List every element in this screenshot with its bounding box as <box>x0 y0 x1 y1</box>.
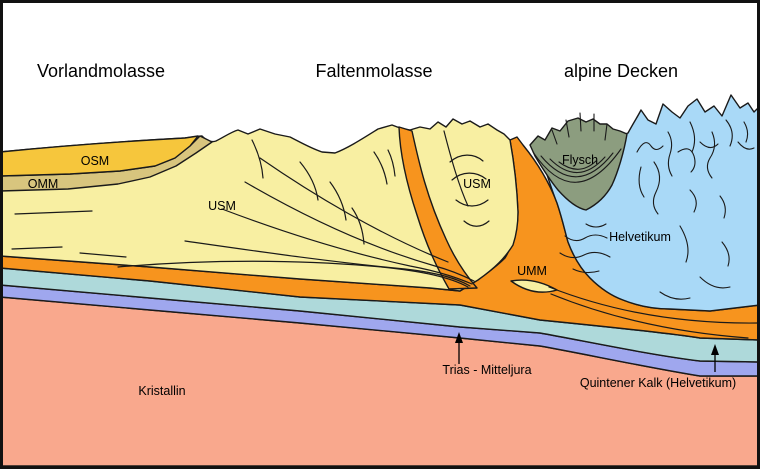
trias-mitteljura-annotation: Trias - Mitteljura <box>442 332 532 377</box>
usm-lens-fold-lines <box>443 130 490 227</box>
title-faltenmolasse: Faltenmolasse <box>315 61 432 81</box>
label-quintener-kalk: Quintener Kalk (Helvetikum) <box>580 376 736 390</box>
flysch-fold-lines <box>532 112 622 183</box>
quintener-kalk-annotation: Quintener Kalk (Helvetikum) <box>580 344 736 390</box>
label-usm-left: USM <box>208 199 236 213</box>
usm-fold-lines <box>11 139 475 288</box>
label-flysch: Flysch <box>562 153 598 167</box>
label-kristallin: Kristallin <box>138 384 185 398</box>
label-usm-lens: USM <box>463 177 491 191</box>
region-flysch <box>529 117 628 211</box>
title-vorlandmolasse: Vorlandmolasse <box>37 61 165 81</box>
label-umm: UMM <box>517 264 547 278</box>
region-umm-thrust-sliver <box>398 126 478 290</box>
umm-thrust-lines <box>548 286 759 339</box>
title-alpine-decken: alpine Decken <box>564 61 678 81</box>
quintener-arrowhead-icon <box>711 344 719 355</box>
label-helvetikum: Helvetikum <box>609 230 671 244</box>
label-trias-mitteljura: Trias - Mitteljura <box>442 363 531 377</box>
label-osm: OSM <box>81 154 109 168</box>
region-osm <box>0 135 199 177</box>
trias-arrowhead-icon <box>455 332 463 343</box>
helvetikum-fold-lines <box>559 119 755 300</box>
label-omm: OMM <box>28 177 59 191</box>
